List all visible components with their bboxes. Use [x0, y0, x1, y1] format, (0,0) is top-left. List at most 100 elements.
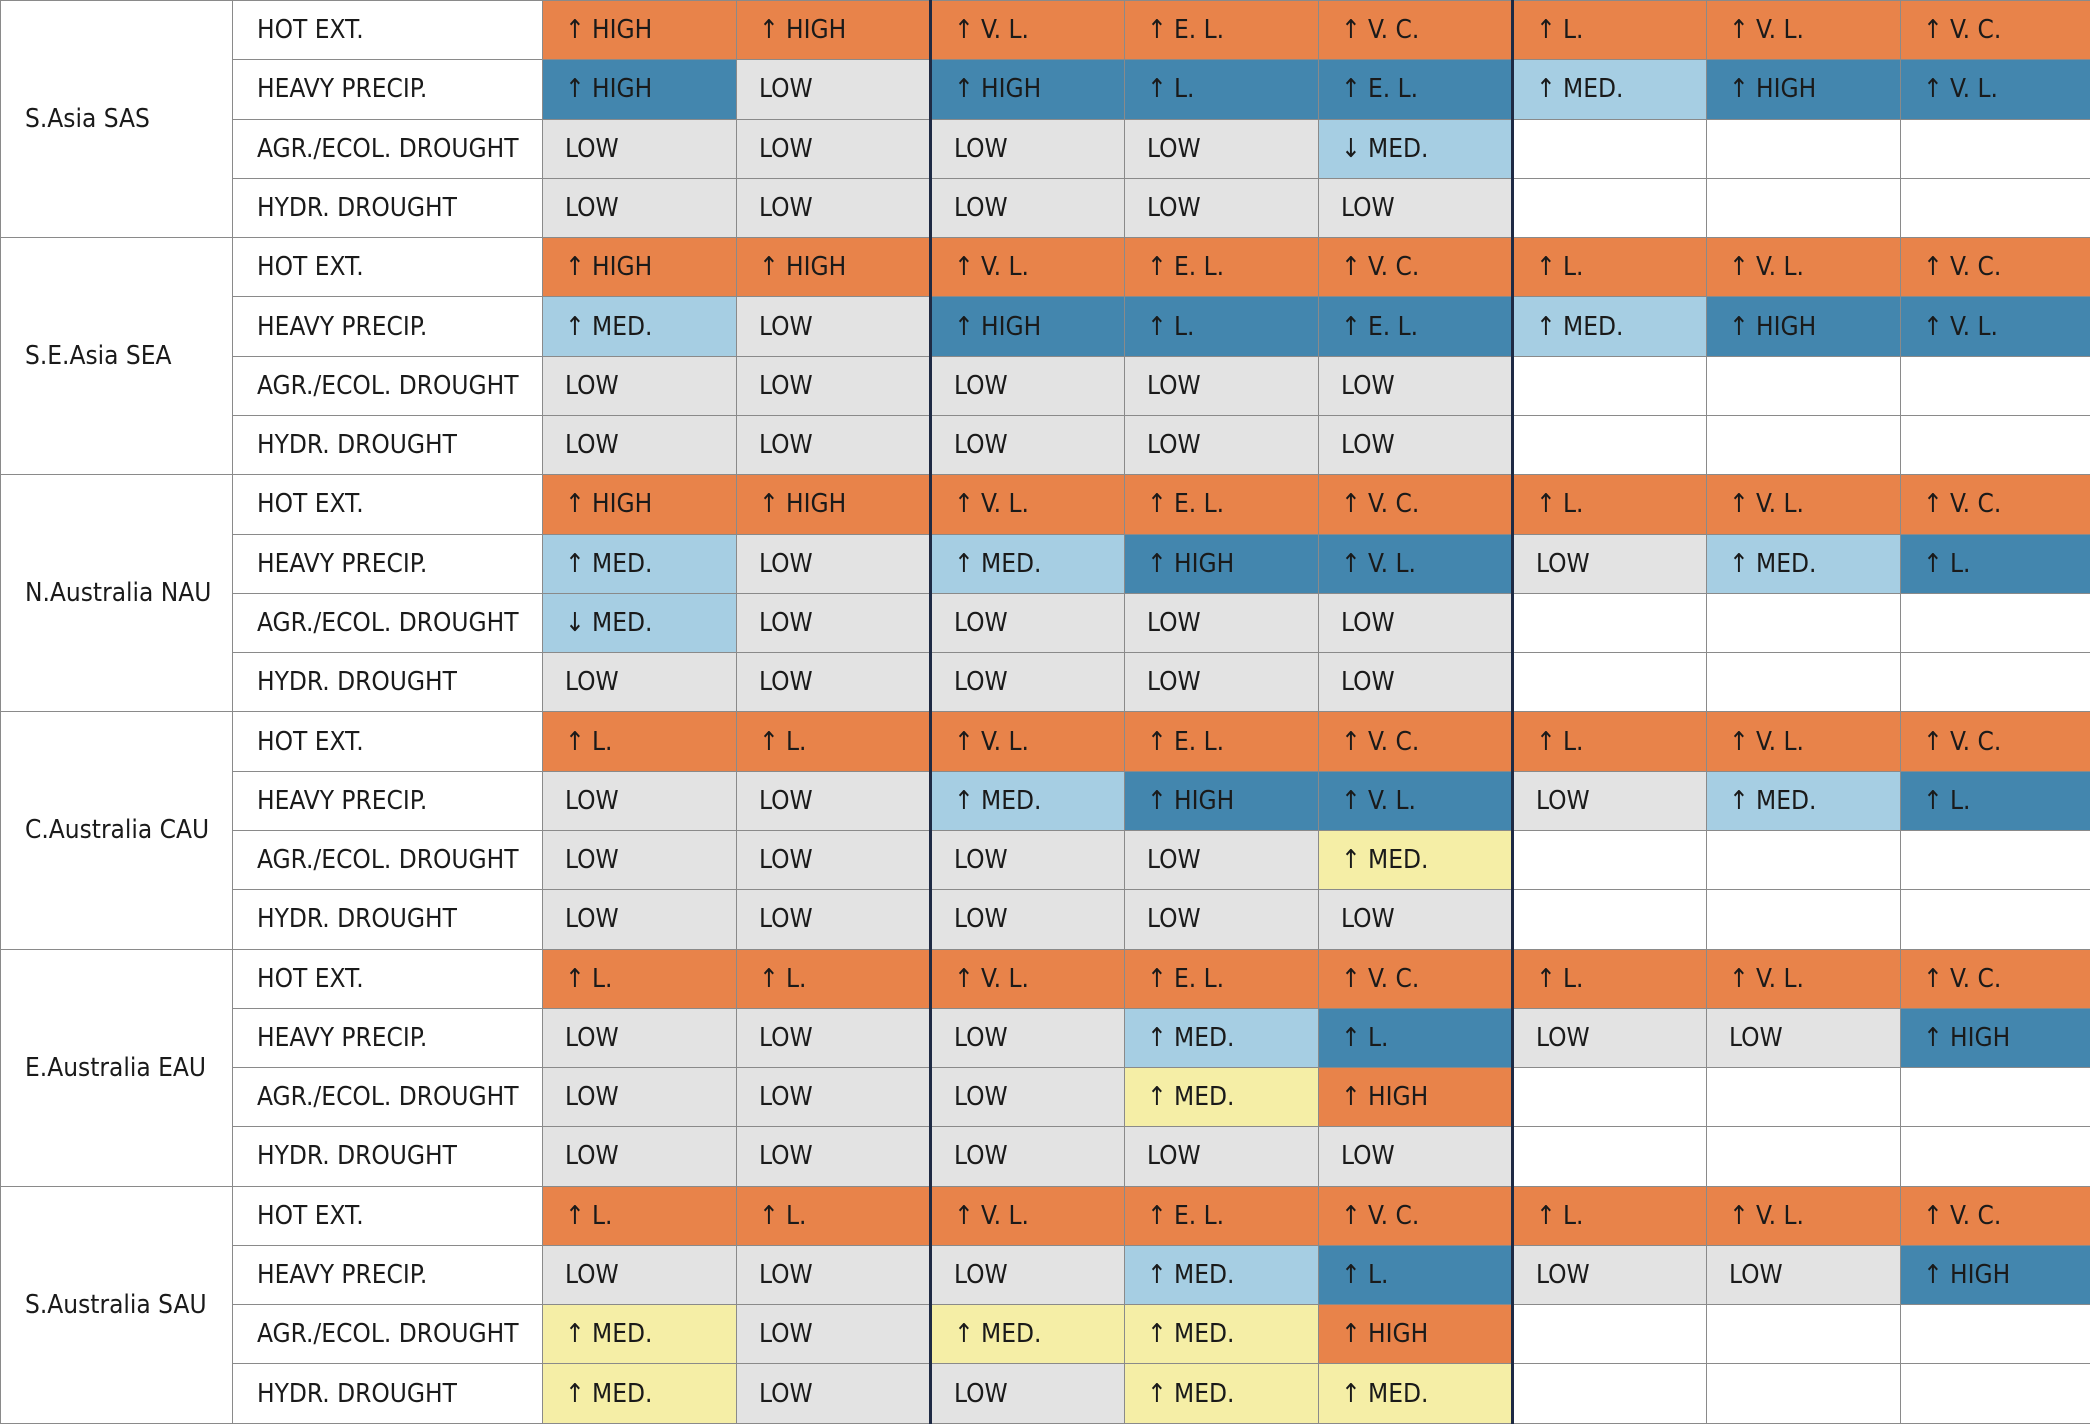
metric-label: HYDR. DROUGHT — [232, 414, 543, 476]
assessment-cell: ↑ V. L. — [929, 948, 1125, 1009]
assessment-cell: LOW — [1124, 829, 1319, 891]
assessment-cell: ↑ L. — [1318, 1244, 1513, 1306]
assessment-cell: LOW — [736, 592, 931, 654]
assessment-cell: LOW — [542, 414, 737, 476]
assessment-cell — [1706, 177, 1901, 239]
assessment-cell: ↑ MED. — [1124, 1244, 1319, 1306]
table-row: HEAVY PRECIP. LOW LOW LOW ↑ MED. ↑ L. LOW LOW ↑ … — [1, 1007, 2090, 1069]
assessment-cell — [1511, 177, 1707, 239]
table-row: C.Australia CAU HOT EXT. ↑ L. ↑ L. ↑ V. L. ↑ … — [0, 711, 2090, 950]
assessment-cell: ↑ V. C. — [1900, 711, 2090, 772]
assessment-cell: ↑ MED. — [1511, 59, 1707, 120]
assessment-cell — [1706, 1304, 1901, 1365]
metric-label: AGR./ECOL. DROUGHT — [232, 829, 543, 891]
assessment-cell: ↑ V. C. — [1900, 1185, 2090, 1246]
assessment-cell: ↑ HIGH — [1900, 1244, 2090, 1306]
assessment-cell — [1706, 889, 1901, 950]
metric-label: AGR./ECOL. DROUGHT — [232, 1067, 543, 1128]
assessment-cell: LOW — [929, 592, 1125, 654]
assessment-cell: ↑ HIGH — [1706, 296, 1901, 357]
assessment-cell: ↑ L. — [1511, 0, 1707, 61]
assessment-cell: LOW — [736, 1126, 931, 1187]
assessment-cell: ↑ MED. — [1124, 1007, 1319, 1069]
assessment-cell — [1706, 829, 1901, 891]
assessment-cell: ↑ HIGH — [542, 0, 737, 61]
assessment-cell: ↑ MED. — [1124, 1304, 1319, 1365]
metric-label: HEAVY PRECIP. — [232, 770, 543, 831]
assessment-cell: ↑ MED. — [929, 533, 1125, 594]
assessment-cell: LOW — [736, 1067, 931, 1128]
assessment-cell: ↑ MED. — [542, 296, 737, 357]
assessment-cell: ↑ V. C. — [1900, 0, 2090, 61]
assessment-cell: ↑ MED. — [929, 1304, 1125, 1365]
assessment-cell: ↑ L. — [736, 1185, 931, 1246]
assessment-cell — [1900, 889, 2090, 950]
assessment-cell: LOW — [929, 1067, 1125, 1128]
table-row: HEAVY PRECIP. ↑ HIGH LOW ↑ HIGH ↑ L. ↑ E. L. ↑… — [1, 59, 2090, 120]
assessment-cell — [1900, 1126, 2090, 1187]
assessment-cell — [1900, 1304, 2090, 1365]
assessment-cell: LOW — [1511, 533, 1707, 594]
assessment-cell: ↑ V. L. — [929, 474, 1125, 535]
assessment-cell: LOW — [736, 829, 931, 891]
assessment-cell: ↑ V. L. — [1900, 296, 2090, 357]
assessment-cell: ↑ E. L. — [1124, 0, 1319, 61]
assessment-cell: ↑ HIGH — [1900, 1007, 2090, 1069]
assessment-cell: LOW — [1318, 889, 1513, 950]
assessment-cell — [1706, 355, 1901, 416]
assessment-cell: LOW — [1124, 652, 1319, 713]
region-label: E.Australia EAU — [0, 948, 233, 1187]
assessment-cell: LOW — [736, 296, 931, 357]
region-label: C.Australia CAU — [0, 711, 233, 950]
assessment-cell: LOW — [542, 770, 737, 831]
assessment-cell: ↑ HIGH — [542, 59, 737, 120]
assessment-cell: ↑ V. C. — [1900, 948, 2090, 1009]
assessment-cell — [1511, 592, 1707, 654]
assessment-cell: LOW — [1124, 889, 1319, 950]
assessment-cell: ↑ L. — [1124, 296, 1319, 357]
assessment-cell: ↓ MED. — [1318, 118, 1513, 179]
table-row: AGR./ECOL. DROUGHT LOW LOW LOW LOW LOW — [1, 355, 2090, 416]
assessment-cell: ↑ L. — [1511, 948, 1707, 1009]
assessment-cell: ↑ L. — [542, 948, 737, 1009]
assessment-cell — [1900, 829, 2090, 891]
assessment-cell: LOW — [929, 355, 1125, 416]
assessment-cell: LOW — [1124, 1126, 1319, 1187]
assessment-cell: LOW — [1318, 177, 1513, 239]
assessment-cell: LOW — [542, 355, 737, 416]
assessment-cell: ↑ HIGH — [1124, 770, 1319, 831]
assessment-cell: ↑ E. L. — [1124, 474, 1319, 535]
assessment-cell — [1706, 414, 1901, 476]
assessment-cell: LOW — [1706, 1007, 1901, 1069]
assessment-cell: ↑ L. — [736, 711, 931, 772]
table-row: HYDR. DROUGHT ↑ MED. LOW LOW ↑ MED. ↑ MED. — [1, 1363, 2090, 1424]
table-row: N.Australia NAU HOT EXT. ↑ HIGH ↑ HIGH ↑ V. … — [0, 474, 2090, 713]
metric-label: HOT EXT. — [232, 237, 543, 298]
assessment-cell: ↑ V. C. — [1318, 237, 1513, 298]
assessment-cell: ↑ HIGH — [736, 0, 931, 61]
assessment-cell: LOW — [1511, 1244, 1707, 1306]
assessment-cell: ↑ MED. — [542, 1363, 737, 1424]
assessment-cell — [1511, 1363, 1707, 1424]
metric-label: HOT EXT. — [232, 1185, 543, 1246]
metric-label: HOT EXT. — [232, 0, 543, 61]
metric-label: HEAVY PRECIP. — [232, 533, 543, 594]
assessment-cell — [1511, 652, 1707, 713]
assessment-cell: LOW — [736, 355, 931, 416]
assessment-cell: ↑ V. C. — [1318, 474, 1513, 535]
table-row: AGR./ECOL. DROUGHT LOW LOW LOW LOW ↑ MED. — [1, 829, 2090, 891]
assessment-cell: ↑ L. — [1318, 1007, 1513, 1069]
assessment-cell: ↑ V. L. — [1318, 770, 1513, 831]
assessment-cell: ↓ MED. — [542, 592, 737, 654]
metric-label: HEAVY PRECIP. — [232, 59, 543, 120]
assessment-cell: ↑ V. C. — [1318, 711, 1513, 772]
assessment-cell: LOW — [736, 889, 931, 950]
assessment-cell: ↑ MED. — [542, 533, 737, 594]
assessment-cell: LOW — [1511, 1007, 1707, 1069]
assessment-cell: ↑ E. L. — [1318, 296, 1513, 357]
assessment-cell: LOW — [1124, 592, 1319, 654]
assessment-cell — [1706, 592, 1901, 654]
assessment-cell: LOW — [929, 829, 1125, 891]
assessment-cell — [1900, 592, 2090, 654]
assessment-cell: LOW — [542, 1067, 737, 1128]
